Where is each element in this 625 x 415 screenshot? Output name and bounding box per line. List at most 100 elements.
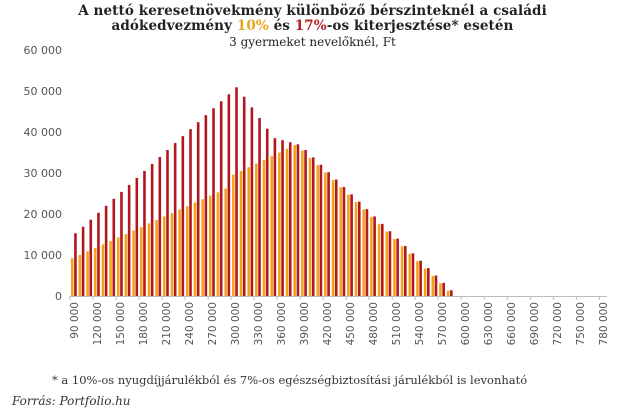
bar-17-percent <box>74 233 77 296</box>
bar-17-percent <box>242 96 246 297</box>
bar-17-percent <box>120 191 123 296</box>
bar-17-percent <box>112 198 116 296</box>
bar-17-percent <box>288 142 292 296</box>
bar-10-percent <box>170 213 174 296</box>
bar-10-percent <box>339 187 343 296</box>
bar-17-percent <box>342 186 346 296</box>
bar-17-percent <box>373 216 376 296</box>
bar-17-percent <box>250 107 254 297</box>
chart-footnote: * a 10%-os nyugdíjjárulékból és 7%-os eg… <box>52 373 528 387</box>
bar-17-percent <box>227 94 231 296</box>
bar-17-percent <box>311 157 315 296</box>
x-tick-label: 330 000 <box>253 302 265 345</box>
bar-10-percent <box>293 145 297 296</box>
bar-10-percent <box>393 239 396 296</box>
bar-10-percent <box>247 167 250 296</box>
bar-17-percent <box>296 144 300 296</box>
bar-17-percent <box>281 140 284 296</box>
bar-10-percent <box>224 188 227 296</box>
bar-series <box>70 87 453 297</box>
x-tick-label: 570 000 <box>437 302 449 345</box>
y-tick-label: 60 000 <box>24 44 63 57</box>
bar-17-percent <box>388 231 392 296</box>
bar-17-percent <box>304 150 307 296</box>
bar-17-percent <box>204 115 208 296</box>
bar-17-percent <box>181 136 185 296</box>
x-tick-label: 720 000 <box>552 302 564 345</box>
bar-10-percent <box>209 195 212 296</box>
bar-10-percent <box>431 275 435 296</box>
bar-10-percent <box>155 220 158 296</box>
bar-17-percent <box>442 282 445 296</box>
bar-17-percent <box>434 275 438 296</box>
bar-10-percent <box>278 152 281 296</box>
bar-10-percent <box>316 165 320 296</box>
bar-10-percent <box>400 246 404 296</box>
title-text-post: -os kiterjesztése* esetén <box>326 18 514 34</box>
bar-17-percent <box>327 172 330 296</box>
title-text-pre: adókedvezmény <box>111 18 237 34</box>
chart-title-line-1: A nettó keresetnövekmény különböző bérsz… <box>78 3 547 19</box>
bar-17-percent <box>150 163 154 296</box>
bar-10-percent <box>86 251 89 296</box>
x-tick-label: 270 000 <box>207 302 219 345</box>
x-tick-label: 480 000 <box>368 302 380 345</box>
bar-17-percent <box>104 205 108 296</box>
x-tick-label: 660 000 <box>506 302 518 345</box>
bar-10-percent <box>354 202 358 296</box>
bar-10-percent <box>308 157 312 296</box>
bar-17-percent <box>419 260 422 296</box>
bar-10-percent <box>331 179 335 296</box>
bar-17-percent <box>411 253 415 296</box>
y-tick-label: 50 000 <box>24 85 63 98</box>
bar-10-percent <box>377 224 381 296</box>
y-axis: 0 10 000 20 000 30 000 40 000 50 000 60 000 <box>24 44 63 303</box>
bar-10-percent <box>324 172 327 296</box>
bar-10-percent <box>301 150 304 296</box>
bar-10-percent <box>285 148 289 296</box>
chart-source: Forrás: Portfolio.hu <box>12 394 131 408</box>
bar-17-percent <box>158 157 162 296</box>
bar-10-percent <box>193 202 197 296</box>
bar-10-percent <box>370 216 373 296</box>
bar-17-percent <box>334 179 338 296</box>
bar-17-percent <box>258 118 261 296</box>
bar-17-percent <box>450 290 453 296</box>
bar-17-percent <box>196 122 200 296</box>
bar-17-percent <box>173 143 177 296</box>
bar-10-percent <box>439 283 442 296</box>
bar-10-percent <box>385 231 389 296</box>
bar-10-percent <box>232 174 235 296</box>
bar-10-percent <box>347 194 350 296</box>
x-tick-label: 180 000 <box>138 302 150 345</box>
bar-17-percent <box>273 138 277 296</box>
bar-10-percent <box>93 248 97 296</box>
bar-10-percent <box>255 163 258 296</box>
x-tick-label: 600 000 <box>460 302 472 345</box>
title-highlight-10-percent: 10% <box>236 18 269 34</box>
bar-17-percent <box>350 194 353 296</box>
x-tick-label: 240 000 <box>184 302 196 345</box>
bar-17-percent <box>319 164 323 296</box>
bar-17-percent <box>127 184 131 296</box>
x-tick-label: 120 000 <box>92 302 104 345</box>
bar-17-percent <box>427 268 430 296</box>
y-tick-label: 20 000 <box>24 208 63 221</box>
bar-17-percent <box>212 108 215 296</box>
x-tick-label: 540 000 <box>414 302 426 345</box>
bar-17-percent <box>219 101 223 296</box>
bar-10-percent <box>216 192 220 296</box>
x-tick-label: 210 000 <box>161 302 173 345</box>
bar-10-percent <box>239 170 243 296</box>
bar-10-percent <box>78 255 82 296</box>
x-tick-label: 300 000 <box>230 302 242 345</box>
bar-10-percent <box>178 209 181 296</box>
x-tick-label: 750 000 <box>575 302 587 345</box>
bar-10-percent <box>416 261 419 296</box>
bar-10-percent <box>423 268 427 296</box>
x-tick-label: 630 000 <box>483 302 495 345</box>
x-tick-label: 150 000 <box>115 302 127 345</box>
bar-10-percent <box>186 206 189 296</box>
bar-17-percent <box>235 87 238 296</box>
